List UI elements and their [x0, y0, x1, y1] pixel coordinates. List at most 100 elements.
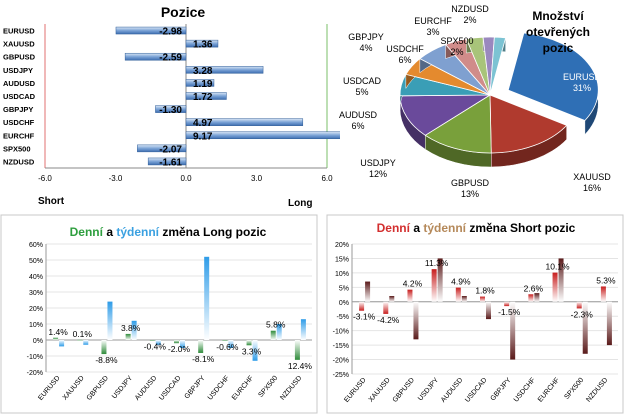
long-change-chart: Denní a týdenní změna Long pozic 60% 50% 4…: [0, 214, 318, 414]
short-bar: [389, 296, 395, 302]
short-value-label: 5.3%: [596, 275, 616, 285]
pie-slice-name: EURCHF: [414, 16, 452, 26]
long-bar: [155, 340, 161, 345]
short-category-label: XAUUSD: [368, 377, 392, 404]
pie-slice-name: XAUUSD: [573, 172, 611, 182]
short-y-tick: 15%: [335, 256, 349, 263]
short-y-tick: 0%: [339, 300, 349, 307]
short-y-tick: -10%: [333, 329, 349, 336]
positions-category-label: SPX500: [3, 144, 31, 153]
long-bar: [101, 340, 107, 355]
long-category-label: NZDUSD: [279, 375, 303, 402]
positions-x-tick: -6.0: [38, 174, 52, 183]
long-value-label: -8.8%: [95, 355, 118, 365]
short-bar: [606, 301, 612, 346]
positions-value-label: -1.61: [159, 157, 182, 168]
long-bar: [222, 340, 228, 341]
long-bar: [131, 320, 137, 340]
long-y-tick: -10%: [27, 354, 43, 361]
long-title-part-3: týdenní: [116, 225, 159, 239]
pie-slice-percent: 2%: [463, 15, 476, 25]
long-category-label: USDCAD: [158, 375, 182, 402]
long-bar: [204, 256, 210, 340]
pie-slice-name: GBPUSD: [451, 178, 490, 188]
pie-slice-percent: 16%: [583, 183, 601, 193]
pie-slice-percent: 13%: [461, 189, 479, 199]
short-bar: [365, 281, 371, 302]
long-bar: [300, 319, 306, 340]
pie-slice-name: USDJPY: [360, 158, 396, 168]
pie-slice-percent: 31%: [573, 83, 591, 93]
short-value-label: 10.1%: [545, 262, 570, 272]
short-bar: [431, 269, 437, 302]
short-bar: [582, 301, 588, 354]
long-bar: [270, 330, 276, 340]
long-value-label: 12.4%: [288, 361, 313, 371]
long-y-tick: 30%: [29, 290, 43, 297]
positions-category-label: EURUSD: [3, 27, 35, 36]
pie-title-line-1: Množství: [532, 9, 584, 23]
pie-slice-name: GBPJPY: [348, 32, 384, 42]
short-change-panel: Denní a týdenní změna Short pozic 20% 15%…: [326, 214, 624, 414]
positions-category-label: XAUUSD: [3, 40, 35, 49]
positions-value-label: 4.97: [193, 118, 213, 129]
long-category-label: USDCHF: [207, 375, 231, 402]
long-y-tick: 20%: [29, 306, 43, 313]
long-y-tick: -20%: [27, 370, 43, 377]
long-value-label: -8.1%: [192, 354, 215, 364]
long-value-label: 3.3%: [242, 346, 262, 356]
pie-slice-percent: 6%: [398, 55, 411, 65]
short-bar: [534, 293, 540, 302]
short-y-tick: -25%: [333, 372, 349, 379]
long-category-label: EURUSD: [37, 375, 61, 402]
long-bar: [276, 324, 282, 340]
long-title-part-2: a: [103, 225, 116, 239]
long-value-label: 5.8%: [266, 320, 286, 330]
short-chart-border: [326, 214, 624, 414]
pie-slice-percent: 3%: [426, 27, 439, 37]
short-bar: [576, 301, 582, 309]
positions-panel: Pozice EURUSD XAUUSD GBPUSD USDJPY AUDUSD USD…: [0, 0, 402, 210]
pie-slice-name: AUDUSD: [339, 110, 378, 120]
short-bar: [486, 301, 491, 320]
long-bar: [77, 339, 83, 341]
pie-panel: EURUSD 31% XAUUSD 16% GBPUSD 13% USDJPY 12% AUDU…: [330, 0, 624, 210]
long-bar: [228, 340, 234, 348]
positions-bar: [137, 144, 187, 153]
short-value-label: 2.6%: [524, 283, 544, 293]
long-change-panel: Denní a týdenní změna Long pozic 60% 50% 4…: [0, 214, 318, 414]
short-bar: [407, 289, 413, 302]
short-category-label: EURCHF: [537, 377, 561, 404]
short-bar: [552, 272, 558, 302]
long-category-label: SPX500: [257, 375, 279, 399]
long-title-part-1: Denní: [70, 225, 104, 239]
positions-category-label: EURCHF: [3, 131, 35, 140]
positions-value-label: 1.36: [193, 40, 213, 51]
positions-x-tick: 6.0: [321, 174, 333, 183]
positions-x-tick: -3.0: [109, 174, 123, 183]
pie-slice-percent: 2%: [450, 47, 463, 57]
long-bar: [107, 301, 113, 340]
short-value-label: -4.2%: [377, 315, 400, 325]
pie-slice-percent: 6%: [351, 121, 364, 131]
positions-category-label: NZDUSD: [3, 157, 35, 166]
long-bar: [53, 337, 59, 340]
short-title-part-2: a: [410, 221, 423, 235]
long-bar: [198, 340, 204, 353]
long-category-label: EURCHF: [231, 375, 255, 402]
positions-bar: [185, 66, 264, 74]
long-value-label: 0.1%: [73, 329, 93, 339]
short-value-label: -1.5%: [498, 307, 521, 317]
pie-slice-percent: 4%: [359, 43, 372, 53]
positions-category-label: USDCHF: [3, 118, 35, 127]
short-value-label: 4.9%: [451, 277, 471, 287]
short-category-label: SPX500: [563, 377, 585, 401]
pie-slice-name: USDCAD: [343, 76, 382, 86]
positions-value-label: -2.07: [159, 144, 182, 155]
long-value-label: -0.6%: [216, 342, 239, 352]
long-y-tick: 50%: [29, 258, 43, 265]
pie-slice-percent: 5%: [355, 87, 368, 97]
short-bar: [510, 301, 516, 360]
short-bar: [558, 258, 564, 302]
short-y-tick: 10%: [335, 271, 349, 278]
